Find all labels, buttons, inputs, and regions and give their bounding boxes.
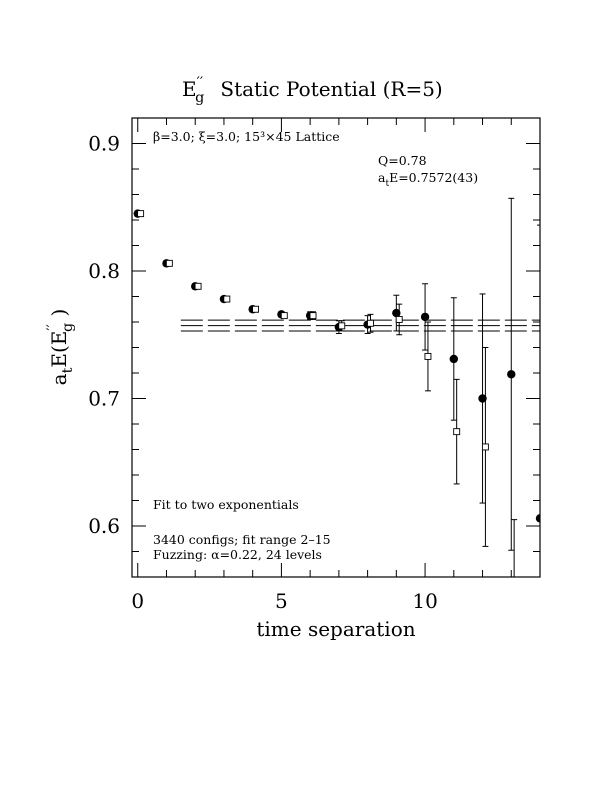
energy-value: E=0.7572(43) [389,170,478,185]
data-point-square [453,428,461,436]
y-tick-label: 0.8 [88,259,120,283]
data-point-square [165,259,173,267]
data-point-circle [507,370,516,379]
x-tick-labels: 0 5 10 [131,589,437,613]
ylabel-suffix: ) [47,309,71,323]
lattice-annotation: β=3.0; ξ=3.0; 15³×45 Lattice [153,129,340,144]
x-tick-label: 5 [275,589,288,613]
data-point-square [252,305,259,313]
data-point-square [309,312,317,320]
fit-band [180,319,540,332]
data-point-square [424,352,432,360]
data-points [133,197,540,618]
ylabel-main-sub: g [60,323,76,332]
title-sup: ′′ [197,75,204,91]
title-rest: Static Potential (R=5) [220,77,442,101]
energy-prefix-sub: t [385,179,389,189]
data-point-square [280,312,288,320]
data-point-square [338,322,346,330]
data-point-square [223,295,231,303]
q-value-annotation: Q=0.78 [378,153,427,168]
data-point-circle [478,394,487,403]
data-point-circle [420,312,430,322]
data-point-circle [449,354,459,364]
y-tick-labels: 0.6 0.7 0.8 0.9 [88,132,120,539]
configs-annotation: 3440 configs; fit range 2–15 [153,532,331,547]
ylabel-prefix-sub: t [60,367,76,373]
data-point-square [511,612,517,618]
title-sub: g [195,90,204,106]
fit-type-annotation: Fit to two exponentials [153,497,299,512]
data-point-square [137,210,145,218]
x-tick-label: 10 [412,589,437,613]
ylabel-prefix: a [47,373,71,385]
fuzzing-annotation: Fuzzing: α=0.22, 24 levels [153,547,322,562]
ylabel-main-sup: ′′ [45,324,61,331]
y-tick-label: 0.9 [88,132,120,156]
ylabel-main: E(E [47,331,71,368]
x-tick-label: 0 [131,589,144,613]
y-tick-label: 0.6 [88,514,120,538]
x-axis-label: time separation [256,617,415,641]
y-axis-label: atE(E′′g ) [45,309,76,386]
data-point-square [481,443,489,451]
data-point-square [367,319,374,327]
data-point-circle [392,308,401,318]
title-base: E [182,77,197,101]
energy-annotation: atE=0.7572(43) [378,170,478,189]
chart-title: E′′ g Static Potential (R=5) [182,75,443,106]
energy-prefix: a [378,170,386,185]
data-point-square [395,316,403,323]
y-tick-label: 0.7 [88,387,120,411]
data-point-circle [535,514,540,523]
data-point-square [194,282,202,290]
axis-ticks [132,117,541,578]
